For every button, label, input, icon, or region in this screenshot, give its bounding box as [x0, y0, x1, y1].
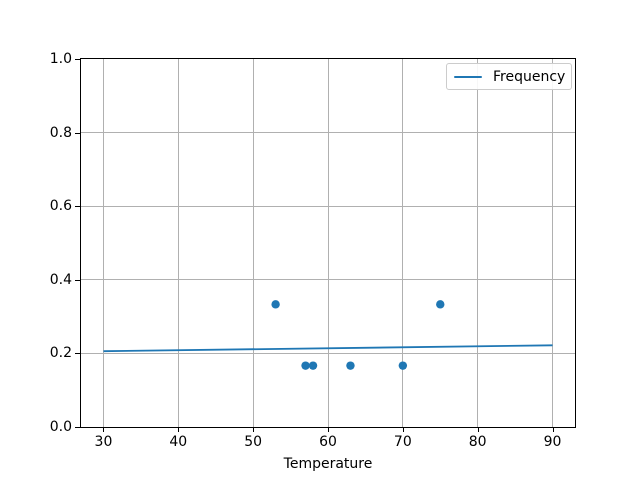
legend-entry-label: Frequency — [493, 68, 566, 85]
gridline-vertical — [252, 59, 254, 427]
gridline-vertical — [552, 59, 554, 427]
scatter-point — [308, 361, 318, 370]
x-tick-label: 90 — [543, 434, 562, 450]
y-tick-label: 0.8 — [49, 124, 72, 141]
y-tick-label: 0.6 — [49, 198, 72, 215]
x-tick-mark — [552, 427, 554, 432]
gridline-horizontal — [81, 352, 575, 354]
y-tick-mark — [75, 132, 80, 134]
y-tick-mark — [75, 427, 80, 428]
x-tick-mark — [402, 427, 404, 432]
x-tick-label: 60 — [319, 434, 337, 450]
scatter-point — [346, 361, 355, 370]
gridline-horizontal — [81, 132, 575, 134]
x-tick-label: 50 — [244, 434, 263, 450]
x-tick-mark — [253, 427, 255, 432]
legend-line-icon — [454, 75, 482, 78]
x-axis-label: Temperature — [283, 456, 373, 472]
line-series — [103, 344, 553, 353]
x-tick-label: 70 — [393, 434, 412, 450]
y-tick-mark — [75, 353, 80, 355]
x-tick-label: 80 — [468, 434, 487, 450]
x-tick-mark — [178, 427, 180, 432]
y-tick-mark — [75, 206, 80, 208]
x-tick-mark — [477, 427, 479, 432]
gridline-vertical — [177, 59, 179, 427]
scatter-point — [436, 300, 445, 309]
x-tick-label: 30 — [94, 434, 113, 450]
scatter-point — [398, 361, 408, 370]
chart-canvas — [103, 300, 553, 370]
legend: Frequency — [446, 63, 572, 90]
x-tick-mark — [328, 427, 329, 432]
y-tick-mark — [75, 279, 80, 281]
y-tick-label: 0.2 — [49, 345, 72, 362]
x-tick-mark — [103, 427, 105, 432]
gridline-vertical — [327, 59, 329, 427]
gridline-vertical — [102, 59, 104, 427]
gridline-vertical — [402, 59, 404, 427]
y-tick-label: 0.4 — [49, 271, 72, 288]
gridline-vertical — [477, 59, 479, 427]
y-tick-label: 0.0 — [49, 419, 72, 435]
gridline-horizontal — [81, 279, 575, 281]
plot-area — [80, 58, 576, 428]
y-tick-mark — [75, 59, 80, 60]
gridline-horizontal — [81, 205, 575, 207]
scatter-point — [271, 300, 280, 309]
y-tick-label: 1.0 — [49, 51, 72, 67]
x-tick-label: 40 — [169, 434, 188, 450]
scatter-point — [301, 361, 310, 370]
